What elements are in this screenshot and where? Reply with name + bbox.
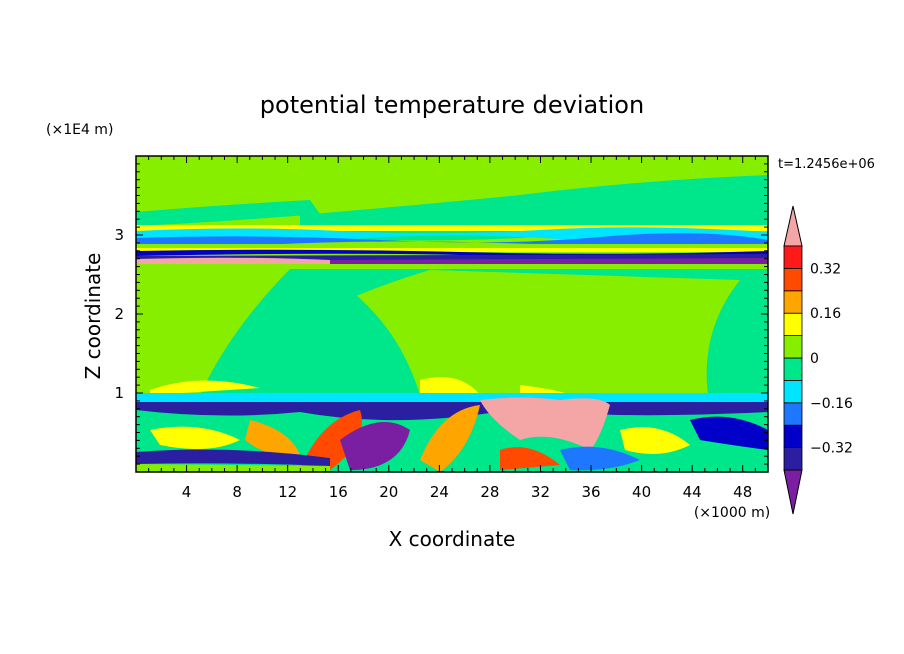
chart-title: potential temperature deviation xyxy=(260,91,644,119)
field-eddy-4 xyxy=(340,422,410,470)
x-tick-label: 16 xyxy=(329,483,348,501)
field-band-yellow-2 xyxy=(136,248,768,252)
colorbar-bin xyxy=(783,402,803,426)
field-eddy-6 xyxy=(500,447,560,470)
x-tick-label: 20 xyxy=(379,483,398,501)
x-axis: 4 8 12 16 20 24 28 32 36 40 44 48 xyxy=(148,156,756,501)
x-tick-label: 12 xyxy=(278,483,297,501)
y-axis: 1 2 3 xyxy=(114,163,768,465)
x-tick-label: 8 xyxy=(232,483,242,501)
field-blob-yellow-left xyxy=(150,380,260,395)
field-region-mid-left xyxy=(200,269,420,395)
x-tick-label: 24 xyxy=(430,483,449,501)
field-region-upper-left xyxy=(136,200,320,226)
colorbar: 0.32 0.16 0 −0.16 −0.32 xyxy=(783,205,853,515)
field-eddy-7 xyxy=(620,427,690,454)
x-unit-label: (×1000 m) xyxy=(694,505,770,521)
colorbar-label: 0.16 xyxy=(810,306,841,322)
field-region-indigo-top xyxy=(136,402,768,421)
y-tick-label: 3 xyxy=(114,226,124,244)
field-eddy-5 xyxy=(420,405,480,472)
field-region-upper-plume xyxy=(300,175,768,241)
colorbar-bin xyxy=(783,245,803,269)
y-axis-title: Z coordinate xyxy=(81,253,105,380)
y-tick-label: 1 xyxy=(114,384,124,402)
field-eddy-warm xyxy=(480,397,610,450)
colorbar-label: 0 xyxy=(810,351,819,367)
field-band-green xyxy=(136,244,768,248)
colorbar-label: −0.32 xyxy=(810,441,853,457)
colorbar-label: 0.32 xyxy=(810,261,841,277)
field-band-purple xyxy=(330,258,768,265)
field-blob-yellow-mid xyxy=(420,377,480,395)
colorbar-bin xyxy=(783,379,803,404)
colorbar-bin xyxy=(783,335,803,359)
field-eddy-9 xyxy=(136,449,330,466)
field-eddy-1 xyxy=(150,426,240,449)
colorbar-bin xyxy=(783,290,803,314)
field-eddy-10 xyxy=(136,464,330,472)
colorbar-bin xyxy=(783,357,803,381)
field-eddy-2 xyxy=(245,420,300,456)
colorbar-bin xyxy=(783,447,803,471)
colorbar-min-triangle xyxy=(783,469,803,515)
x-tick-label: 48 xyxy=(733,483,752,501)
colorbar-bin xyxy=(783,267,803,292)
colorbar-bin xyxy=(783,424,803,449)
colorbar-label: −0.16 xyxy=(810,396,853,412)
x-tick-label: 36 xyxy=(581,483,600,501)
field-band-pink xyxy=(136,257,330,266)
x-axis-title: X coordinate xyxy=(389,527,516,551)
contour-field xyxy=(136,156,768,472)
field-band-yellow-1 xyxy=(136,225,768,231)
x-tick-label: 40 xyxy=(632,483,651,501)
colorbar-max-triangle xyxy=(783,205,803,247)
field-eddy-8 xyxy=(690,416,768,450)
field-region-mid-plume xyxy=(290,269,768,395)
time-label: t=1.2456e+06 xyxy=(778,157,875,172)
x-tick-label: 44 xyxy=(683,483,702,501)
field-band-green-2 xyxy=(136,264,768,269)
y-tick-label: 2 xyxy=(114,305,124,323)
field-eddy-11 xyxy=(560,446,640,471)
x-tick-label: 4 xyxy=(182,483,192,501)
colorbar-bin xyxy=(783,312,803,337)
y-unit-label: (×1E4 m) xyxy=(46,122,113,138)
x-tick-label: 28 xyxy=(480,483,499,501)
field-layer-cyan xyxy=(136,393,768,403)
field-blob-yellow-right xyxy=(520,385,570,395)
x-tick-label: 32 xyxy=(531,483,550,501)
